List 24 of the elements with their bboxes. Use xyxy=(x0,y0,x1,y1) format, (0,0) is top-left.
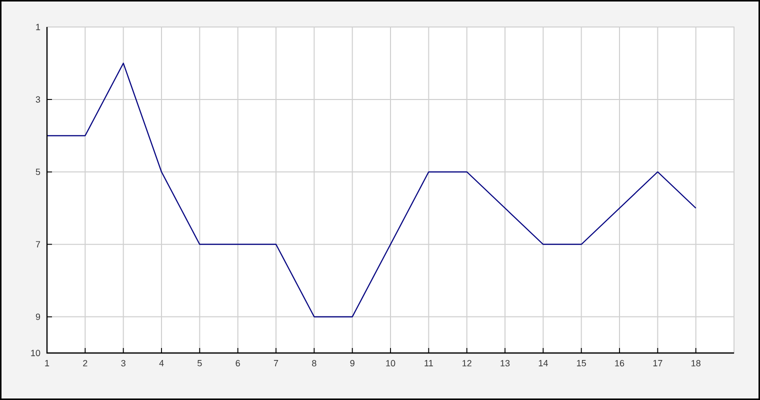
x-tick-label: 1 xyxy=(45,360,50,366)
x-tick-label: 13 xyxy=(500,360,510,366)
y-tick-label: 10 xyxy=(31,350,40,356)
y-tick-label: 5 xyxy=(36,168,40,176)
x-tick-label: 18 xyxy=(692,360,700,366)
x-tick-label: 7 xyxy=(274,360,278,366)
y-tick-label: 7 xyxy=(36,241,40,248)
x-tick-label: 14 xyxy=(538,360,548,366)
x-tick-label: 8 xyxy=(312,360,316,366)
y-tick-label: 3 xyxy=(36,96,40,103)
x-tick-label: 12 xyxy=(462,360,472,366)
x-tick-label: 6 xyxy=(236,360,240,366)
y-tick-label: 1 xyxy=(36,24,40,30)
x-tick-label: 17 xyxy=(653,360,662,366)
x-tick-label: 15 xyxy=(577,360,586,366)
x-tick-label: 11 xyxy=(424,360,433,366)
x-tick-label: 2 xyxy=(83,360,88,366)
x-tick-label: 4 xyxy=(159,360,164,366)
y-tick-label: 9 xyxy=(36,314,40,320)
x-tick-label: 5 xyxy=(198,360,202,366)
x-tick-label: 10 xyxy=(386,360,396,366)
x-tick-label: 16 xyxy=(615,360,624,366)
x-tick-label: 3 xyxy=(121,360,126,366)
x-tick-label: 9 xyxy=(350,360,354,366)
